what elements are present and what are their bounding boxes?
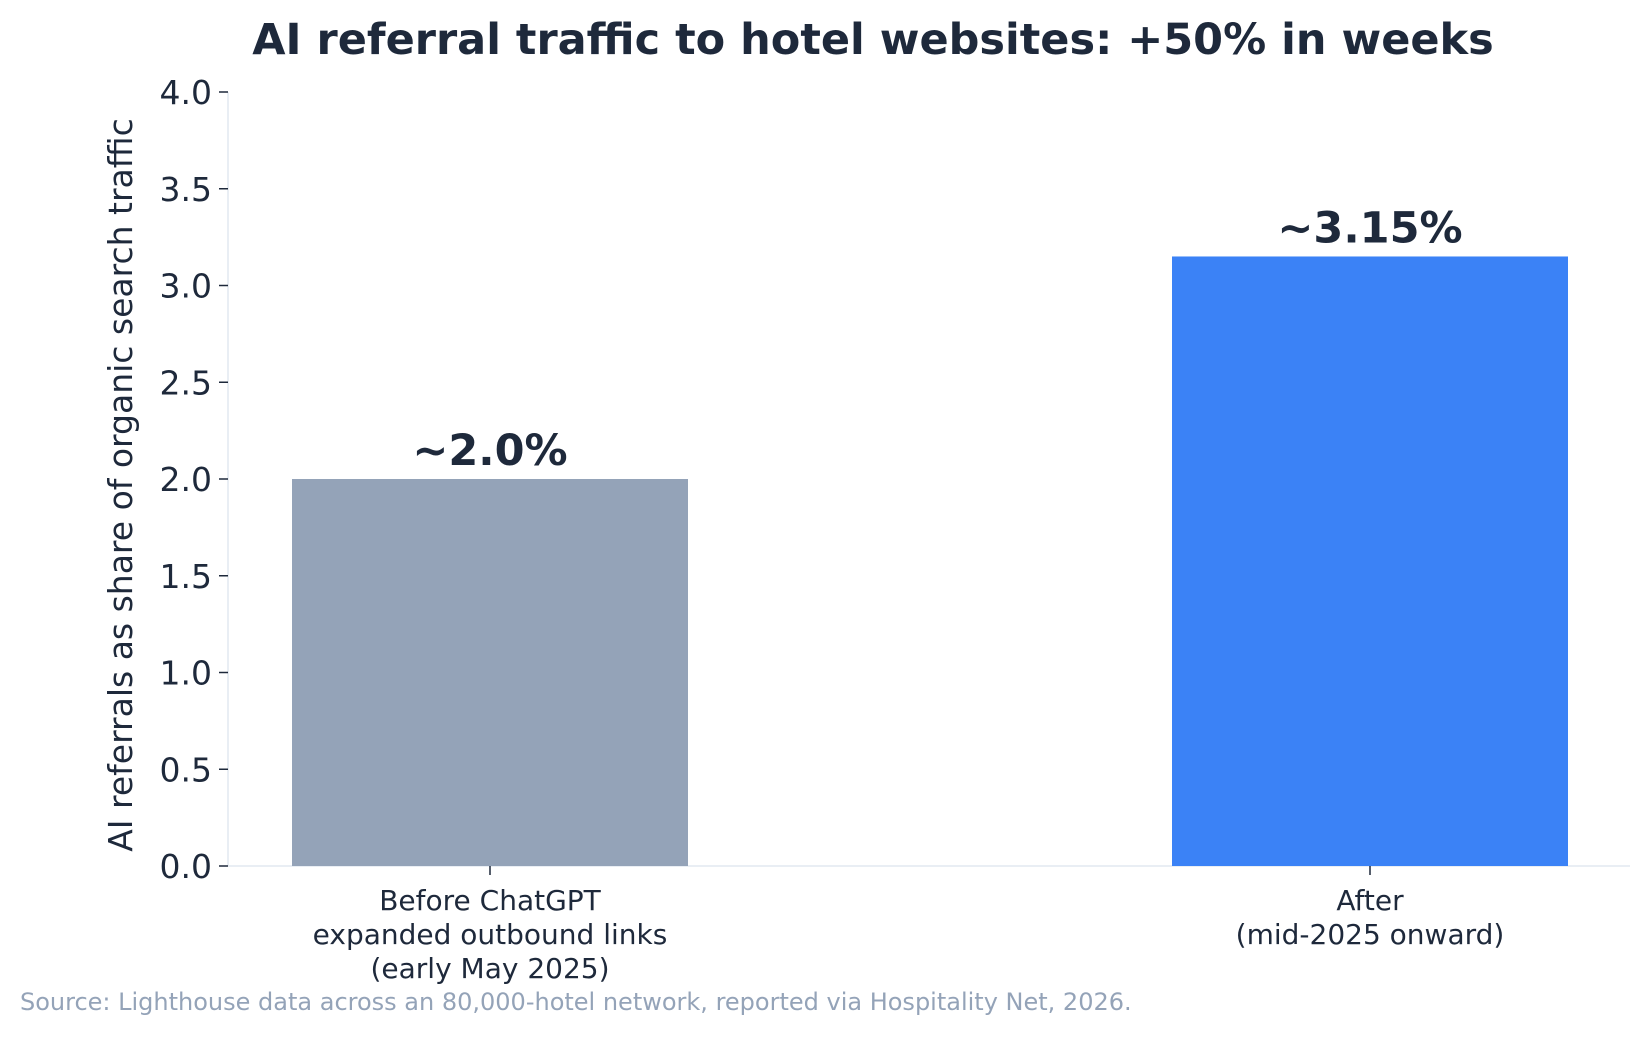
x-axis: Before ChatGPT expanded outbound links (ea… bbox=[228, 865, 1630, 985]
y-tick-label: 1.0 bbox=[160, 654, 212, 693]
y-tick-label: 3.5 bbox=[160, 170, 212, 209]
y-tick-label: 1.5 bbox=[160, 557, 212, 596]
y-tick-label: 4.0 bbox=[160, 73, 212, 112]
bar-before bbox=[292, 479, 688, 866]
source-note: Source: Lighthouse data across an 80,000… bbox=[20, 988, 1132, 1016]
y-tick-label: 2.0 bbox=[160, 460, 212, 499]
y-tick-label: 0.0 bbox=[160, 847, 212, 886]
x-tick-label-line: (early May 2025) bbox=[370, 952, 609, 985]
chart-title: AI referral traffic to hotel websites: +… bbox=[252, 15, 1493, 65]
x-tick-label-line: expanded outbound links bbox=[313, 918, 668, 951]
x-tick-label-line: (mid-2025 onward) bbox=[1236, 918, 1505, 951]
y-tick-label: 2.5 bbox=[160, 363, 212, 402]
bar-after bbox=[1172, 256, 1568, 867]
bars-group bbox=[292, 256, 1568, 867]
data-label: ~3.15% bbox=[1277, 203, 1462, 253]
data-label: ~2.0% bbox=[412, 426, 567, 476]
x-tick-label-line: Before ChatGPT bbox=[379, 884, 601, 917]
y-tick-label: 0.5 bbox=[160, 750, 212, 789]
y-tick-label: 3.0 bbox=[160, 267, 212, 306]
y-axis: 0.0 0.5 1.0 1.5 2.0 2.5 3.0 3.5 4.0 bbox=[160, 73, 229, 886]
x-tick-label: Before ChatGPT expanded outbound links (ea… bbox=[313, 884, 668, 985]
x-tick-label: After (mid-2025 onward) bbox=[1236, 884, 1505, 951]
data-labels-group: ~2.0% ~3.15% bbox=[412, 203, 1462, 476]
y-axis-label: AI referrals as share of organic search … bbox=[101, 118, 140, 852]
x-tick-label-line: After bbox=[1336, 884, 1404, 917]
